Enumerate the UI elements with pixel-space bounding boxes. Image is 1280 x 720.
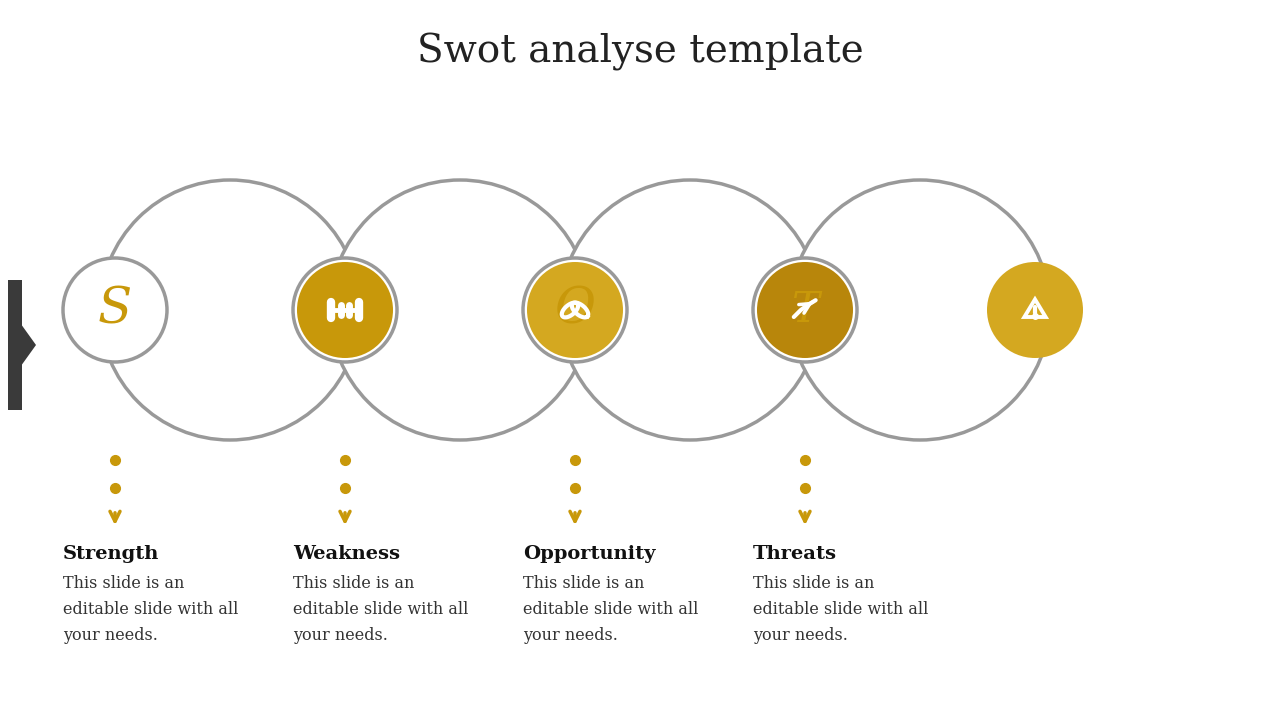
Text: This slide is an
editable slide with all
your needs.: This slide is an editable slide with all… (524, 575, 699, 644)
Circle shape (790, 180, 1050, 440)
Text: This slide is an
editable slide with all
your needs.: This slide is an editable slide with all… (753, 575, 928, 644)
Circle shape (524, 258, 627, 362)
Circle shape (297, 262, 393, 358)
Circle shape (753, 258, 858, 362)
Circle shape (527, 262, 623, 358)
Text: Opportunity: Opportunity (524, 545, 655, 563)
Text: Strength: Strength (63, 545, 160, 563)
Circle shape (756, 262, 852, 358)
Text: O: O (554, 285, 595, 335)
Text: This slide is an
editable slide with all
your needs.: This slide is an editable slide with all… (63, 575, 238, 644)
Text: Threats: Threats (753, 545, 837, 563)
Circle shape (561, 180, 820, 440)
Text: Weakness: Weakness (293, 545, 399, 563)
Circle shape (63, 258, 166, 362)
Text: T: T (791, 289, 819, 331)
Text: Swot analyse template: Swot analyse template (416, 33, 864, 71)
Circle shape (100, 180, 360, 440)
Text: W: W (323, 289, 367, 332)
Text: S: S (97, 285, 132, 335)
Circle shape (987, 262, 1083, 358)
Circle shape (293, 258, 397, 362)
Text: This slide is an
editable slide with all
your needs.: This slide is an editable slide with all… (293, 575, 468, 644)
Bar (8, 280, 22, 410)
Polygon shape (22, 325, 36, 364)
Circle shape (330, 180, 590, 440)
